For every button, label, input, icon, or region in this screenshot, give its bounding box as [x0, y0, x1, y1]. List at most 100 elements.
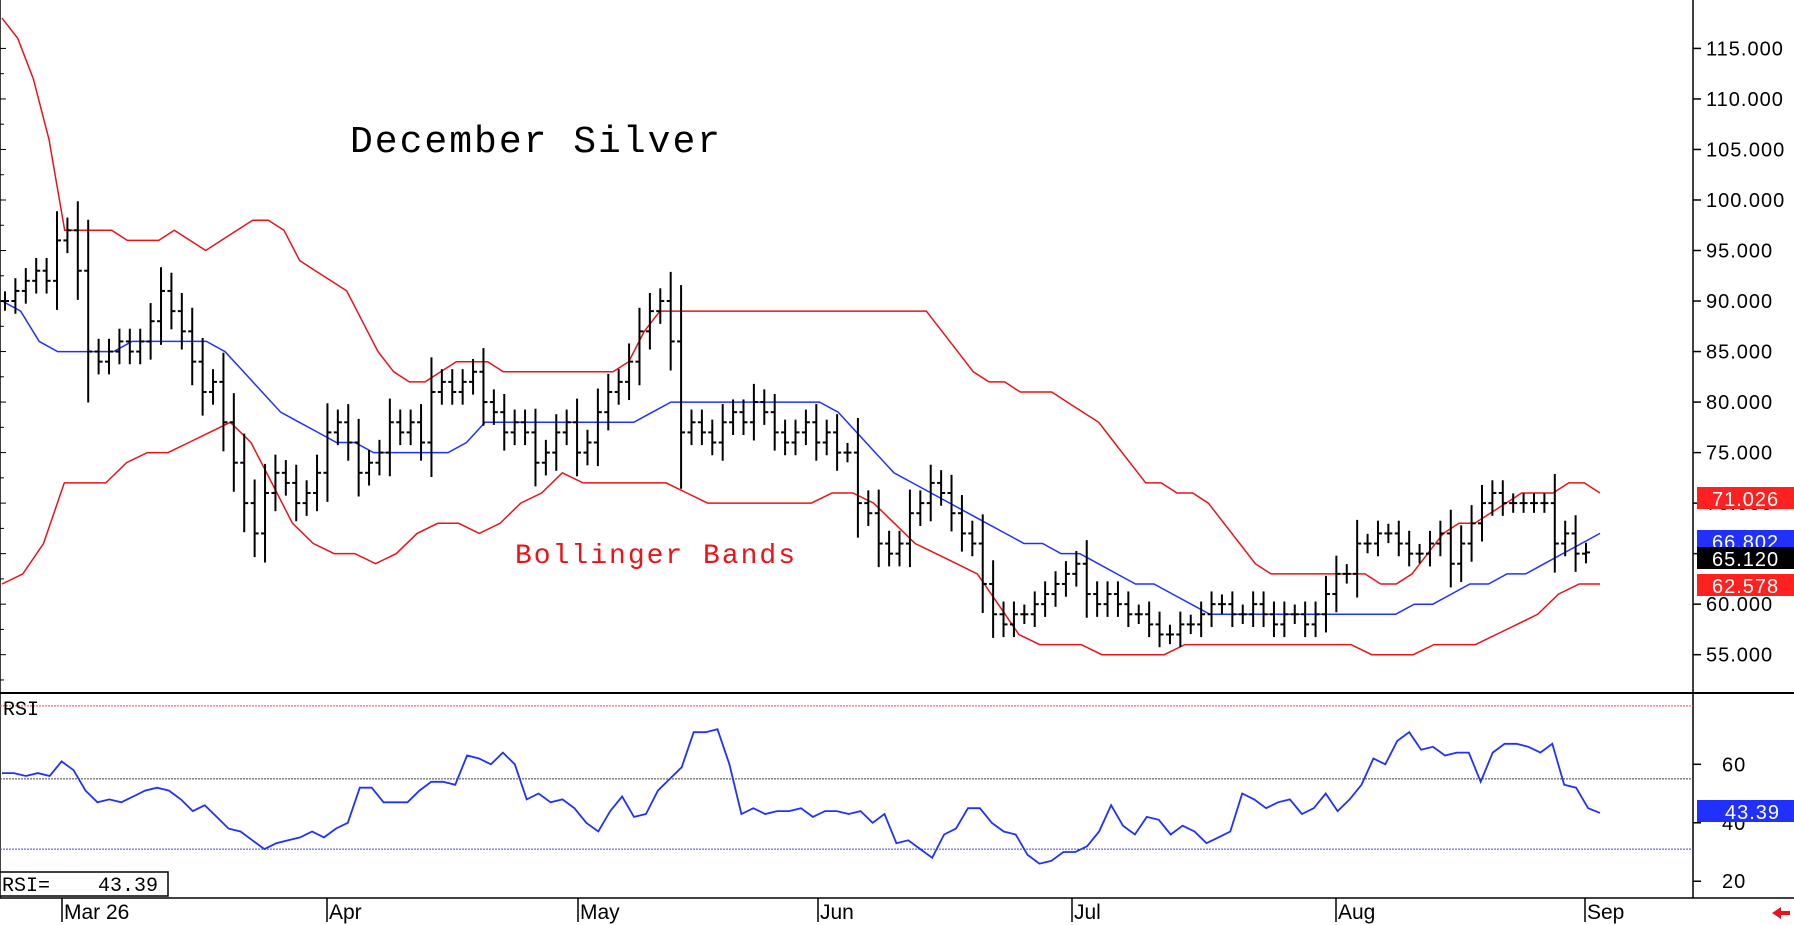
- middle-band-tag-box: [1697, 530, 1794, 552]
- price-bar: [209, 369, 218, 405]
- price-bar: [593, 388, 602, 467]
- rsi-readout: RSI= 43.39: [0, 871, 169, 898]
- price-bar: [552, 414, 561, 471]
- price-bar: [1155, 611, 1164, 648]
- price-bar: [895, 530, 904, 567]
- price-bar: [1301, 601, 1310, 638]
- date-tick-label: Jun: [820, 901, 854, 924]
- price-bar: [708, 419, 717, 456]
- price-bar: [1321, 575, 1330, 633]
- price-bar: [697, 409, 706, 446]
- price-bar: [125, 328, 134, 365]
- price-bar: [84, 219, 93, 403]
- price-bar: [1342, 564, 1351, 584]
- price-bar: [1384, 523, 1393, 544]
- price-bar: [926, 464, 935, 522]
- price-bar: [32, 257, 41, 294]
- price-bar: [489, 389, 498, 425]
- price-bar: [1145, 601, 1154, 638]
- rsi-readout-label: RSI=: [2, 875, 50, 898]
- price-bar: [822, 419, 831, 456]
- price-bar: [1280, 601, 1289, 638]
- price-bar: [1436, 520, 1445, 557]
- price-bar: [1259, 591, 1268, 628]
- price-bar: [1290, 604, 1299, 624]
- lower-band-line: [1, 421, 1600, 656]
- price-bar: [94, 338, 103, 375]
- date-tick-label: May: [580, 901, 620, 924]
- price-bar: [905, 489, 914, 568]
- price-bar: [531, 408, 540, 487]
- price-bar: [1353, 519, 1362, 598]
- price-tick-label: 60.000: [1706, 594, 1773, 616]
- price-bar: [812, 404, 821, 461]
- rsi-series-line: [2, 728, 1601, 865]
- price-bar: [1363, 533, 1372, 554]
- price-bar: [240, 433, 249, 533]
- price-bar: [1217, 594, 1226, 614]
- price-bar: [105, 338, 114, 375]
- price-bar: [1103, 581, 1112, 617]
- price-bar: [957, 495, 966, 552]
- price-bar: [21, 268, 30, 304]
- price-bars: [1, 201, 1590, 648]
- price-bar: [292, 464, 301, 522]
- price-bar: [1228, 591, 1237, 628]
- price-bar: [1509, 493, 1518, 513]
- close-tag-box: [1697, 547, 1794, 569]
- price-bar: [281, 460, 290, 496]
- price-bar: [573, 398, 582, 477]
- price-bar: [645, 292, 654, 350]
- price-bar: [1113, 581, 1122, 617]
- close-tag: 65.120: [1712, 549, 1779, 571]
- price-bar: [1030, 591, 1039, 628]
- price-tick-label: 105.000: [1706, 139, 1785, 161]
- price-bar: [1093, 581, 1102, 617]
- price-bar: [1394, 520, 1403, 557]
- price-bar: [11, 278, 20, 314]
- price-bar: [479, 348, 488, 426]
- price-bar: [136, 328, 145, 365]
- price-bar: [635, 307, 644, 386]
- price-bar: [687, 409, 696, 446]
- price-bar: [677, 285, 686, 489]
- price-bar: [521, 409, 530, 446]
- scroll-right-arrow-icon[interactable]: [1772, 907, 1790, 919]
- price-tick-label: 95.000: [1706, 241, 1773, 263]
- price-tick-label: 115.000: [1706, 38, 1784, 60]
- price-tick-label: 85.000: [1706, 342, 1773, 364]
- price-bar: [177, 292, 186, 350]
- price-bar: [1176, 611, 1185, 648]
- price-bar: [63, 217, 72, 254]
- price-bar: [760, 389, 769, 425]
- price-bar: [833, 414, 842, 471]
- price-bar: [1332, 555, 1341, 613]
- date-tick-label: Apr: [329, 901, 362, 924]
- price-bar: [417, 404, 426, 461]
- price-bar: [198, 338, 207, 416]
- price-bar: [354, 418, 363, 497]
- price-tick-label: 110.000: [1706, 89, 1784, 111]
- price-bar: [541, 439, 550, 476]
- price-bar: [1540, 493, 1549, 513]
- price-bar: [583, 429, 592, 466]
- price-bar: [1550, 474, 1559, 573]
- price-bar: [448, 369, 457, 405]
- lower-band-tag: 62.578: [1712, 576, 1779, 598]
- price-bar: [146, 303, 155, 360]
- price-bar: [396, 409, 405, 446]
- price-bar: [1082, 540, 1091, 618]
- price-bar: [1561, 520, 1570, 557]
- price-bar: [614, 369, 623, 405]
- price-bar: [1477, 484, 1486, 542]
- price-bar: [937, 470, 946, 506]
- price-bar: [437, 369, 446, 405]
- price-tick-label: 55.000: [1706, 645, 1773, 667]
- price-bar: [1311, 601, 1320, 638]
- rsi-readout-value: 43.39: [98, 875, 158, 898]
- price-bar: [853, 418, 862, 538]
- date-tick-label: Aug: [1338, 901, 1375, 924]
- price-bar: [271, 454, 280, 512]
- price-tick-label: 80.000: [1706, 392, 1773, 414]
